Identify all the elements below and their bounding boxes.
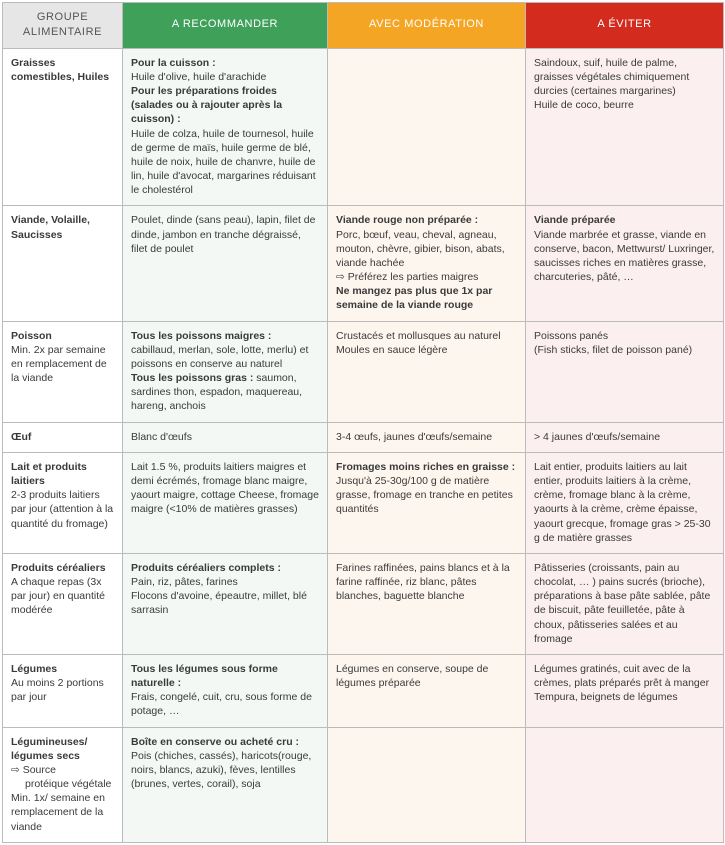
cell-line: Porc, bœuf, veau, cheval, agneau, mouton… [336, 228, 517, 271]
moderate-cell: Farines raffinées, pains blancs et à la … [328, 553, 526, 654]
moderate-cell: Fromages moins riches en graisse :Jusqu'… [328, 452, 526, 553]
cell-line: Tous les poissons gras : saumon, sardine… [131, 371, 319, 414]
cell-line: Pour la cuisson : [131, 56, 319, 70]
cell-line: Pâtisseries (croissants, pain au chocola… [534, 561, 715, 646]
moderate-cell [328, 727, 526, 842]
table-row: Œuf Blanc d'œufs 3-4 œufs, jaunes d'œufs/s… [3, 422, 724, 452]
cell-line: Saindoux, suif, huile de palme, graisses… [534, 56, 715, 99]
group-cell: PoissonMin. 2x par semaine en remplaceme… [3, 321, 123, 422]
table-row: Lait et produits laitiers2-3 produits la… [3, 452, 724, 553]
group-subtitle: Min. 1x/ semaine en remplacement de la v… [11, 791, 114, 834]
avoid-cell: Lait entier, produits laitiers au lait e… [526, 452, 724, 553]
group-subtitle: protéique végétale [11, 777, 114, 791]
cell-line: Frais, congelé, cuit, cru, sous forme de… [131, 690, 319, 718]
moderate-cell: 3-4 œufs, jaunes d'œufs/semaine [328, 422, 526, 452]
group-cell: Graisses comestibles, Huiles [3, 48, 123, 206]
recommend-cell: Poulet, dinde (sans peau), lapin, filet … [123, 206, 328, 321]
cell-line: Légumes gratinés, cuit avec de la crèmes… [534, 662, 715, 690]
avoid-cell: Saindoux, suif, huile de palme, graisses… [526, 48, 724, 206]
header-avoid: A ÉVITER [526, 3, 724, 49]
cell-line: Huile de colza, huile de tournesol, huil… [131, 127, 319, 198]
group-title: Œuf [11, 430, 114, 444]
cell-line: Fromages moins riches en graisse : [336, 460, 517, 474]
header-moderate: AVEC MODÉRATION [328, 3, 526, 49]
avoid-cell [526, 727, 724, 842]
cell-line: Moules en sauce légère [336, 343, 517, 357]
group-title: Graisses comestibles, Huiles [11, 56, 114, 84]
header-recommend: A RECOMMANDER [123, 3, 328, 49]
table-row: PoissonMin. 2x par semaine en remplaceme… [3, 321, 724, 422]
moderate-cell: Légumes en conserve, soupe de légumes pr… [328, 654, 526, 727]
group-title: Poisson [11, 329, 114, 343]
cell-line: Préférez les parties maigres [336, 270, 517, 284]
cell-line: Pour les préparations froides (salades o… [131, 84, 319, 127]
cell-line: Huile d'olive, huile d'arachide [131, 70, 319, 84]
cell-line: Viande préparée [534, 213, 715, 227]
group-subtitle: 2-3 produits laitiers par jour (attentio… [11, 488, 114, 531]
group-cell: Œuf [3, 422, 123, 452]
group-title: Lait et produits laitiers [11, 460, 114, 488]
avoid-cell: Viande préparéeViande marbrée et grasse,… [526, 206, 724, 321]
cell-line: Lait 1.5 %, produits laitiers maigres et… [131, 460, 319, 517]
recommend-cell: Boîte en conserve ou acheté cru :Pois (c… [123, 727, 328, 842]
avoid-cell: > 4 jaunes d'œufs/semaine [526, 422, 724, 452]
cell-line: Huile de coco, beurre [534, 98, 715, 112]
table-row: Légumineuses/ légumes secsSourceprotéiqu… [3, 727, 724, 842]
cell-line: Lait entier, produits laitiers au lait e… [534, 460, 715, 545]
cell-line: 3-4 œufs, jaunes d'œufs/semaine [336, 430, 517, 444]
group-cell: Produits céréaliersA chaque repas (3x pa… [3, 553, 123, 654]
cell-line: Crustacés et mollusques au naturel [336, 329, 517, 343]
cell-line: Blanc d'œufs [131, 430, 319, 444]
cell-line: Boîte en conserve ou acheté cru : [131, 735, 319, 749]
group-subtitle: Min. 2x par semaine en remplacement de l… [11, 343, 114, 386]
cell-line: Produits céréaliers complets : [131, 561, 319, 575]
group-cell: LégumesAu moins 2 portions par jour [3, 654, 123, 727]
avoid-cell: Légumes gratinés, cuit avec de la crèmes… [526, 654, 724, 727]
cell-line: Flocons d'avoine, épeautre, millet, blé … [131, 589, 319, 617]
table-row: Viande, Volaille, Saucisses Poulet, dinde… [3, 206, 724, 321]
cell-line: Viande marbrée et grasse, viande en cons… [534, 228, 715, 285]
group-cell: Légumineuses/ légumes secsSourceprotéiqu… [3, 727, 123, 842]
recommend-cell: Produits céréaliers complets :Pain, riz,… [123, 553, 328, 654]
moderate-cell: Viande rouge non préparée :Porc, bœuf, v… [328, 206, 526, 321]
table-row: Graisses comestibles, Huiles Pour la cuis… [3, 48, 724, 206]
group-cell: Lait et produits laitiers2-3 produits la… [3, 452, 123, 553]
header-row: GROUPE ALIMENTAIRE A RECOMMANDER AVEC MO… [3, 3, 724, 49]
group-cell: Viande, Volaille, Saucisses [3, 206, 123, 321]
avoid-cell: Poissons panés(Fish sticks, filet de poi… [526, 321, 724, 422]
cell-line: Pain, riz, pâtes, farines [131, 575, 319, 589]
moderate-cell [328, 48, 526, 206]
cell-line: cabillaud, merlan, sole, lotte, merlu) e… [131, 343, 319, 371]
cell-line: Poissons panés [534, 329, 715, 343]
cell-line: (Fish sticks, filet de poisson pané) [534, 343, 715, 357]
table-row: LégumesAu moins 2 portions par jourTous … [3, 654, 724, 727]
recommend-cell: Tous les légumes sous forme naturelle :F… [123, 654, 328, 727]
cell-line: Poulet, dinde (sans peau), lapin, filet … [131, 213, 319, 256]
group-subtitle: A chaque repas (3x par jour) en quantité… [11, 575, 114, 618]
cell-line: Tous les légumes sous forme naturelle : [131, 662, 319, 690]
table-row: Produits céréaliersA chaque repas (3x pa… [3, 553, 724, 654]
food-group-table: GROUPE ALIMENTAIRE A RECOMMANDER AVEC MO… [2, 2, 724, 843]
group-title: Légumineuses/ légumes secs [11, 735, 114, 763]
recommend-cell: Tous les poissons maigres :cabillaud, me… [123, 321, 328, 422]
avoid-cell: Pâtisseries (croissants, pain au chocola… [526, 553, 724, 654]
cell-line: Pois (chiches, cassés), haricots(rouge, … [131, 749, 319, 792]
cell-line: Jusqu'à 25-30g/100 g de matière grasse, … [336, 474, 517, 517]
header-group: GROUPE ALIMENTAIRE [3, 3, 123, 49]
cell-line: Légumes en conserve, soupe de légumes pr… [336, 662, 517, 690]
cell-line: Farines raffinées, pains blancs et à la … [336, 561, 517, 604]
recommend-cell: Lait 1.5 %, produits laitiers maigres et… [123, 452, 328, 553]
moderate-cell: Crustacés et mollusques au naturelMoules… [328, 321, 526, 422]
group-title: Produits céréaliers [11, 561, 114, 575]
cell-line: Ne mangez pas plus que 1x par semaine de… [336, 284, 517, 312]
group-title: Légumes [11, 662, 114, 676]
cell-line: Tous les poissons maigres : [131, 329, 319, 343]
cell-line: Tempura, beignets de légumes [534, 690, 715, 704]
recommend-cell: Blanc d'œufs [123, 422, 328, 452]
group-subtitle: Au moins 2 portions par jour [11, 676, 114, 704]
group-title: Viande, Volaille, Saucisses [11, 213, 114, 241]
cell-line: Viande rouge non préparée : [336, 213, 517, 227]
cell-line: > 4 jaunes d'œufs/semaine [534, 430, 715, 444]
recommend-cell: Pour la cuisson :Huile d'olive, huile d'… [123, 48, 328, 206]
